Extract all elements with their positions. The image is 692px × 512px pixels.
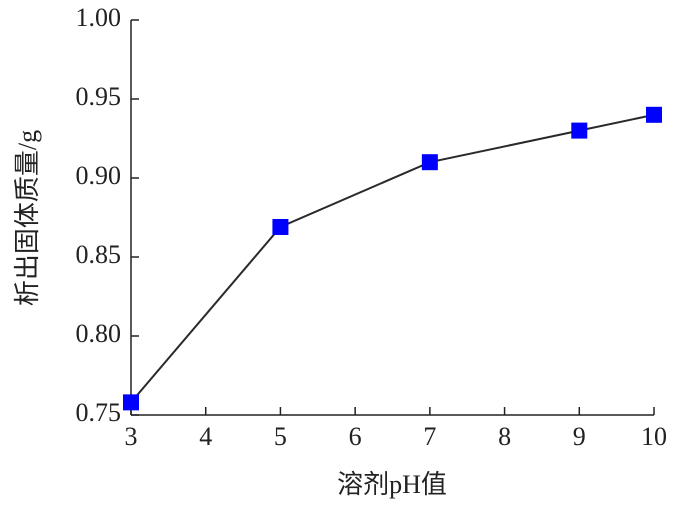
series-line [130,113,655,404]
data-point [421,154,438,171]
y-tick-label: 0.90 [76,161,122,190]
data-point [571,122,588,139]
x-tick-label: 5 [274,422,287,451]
x-tick-label: 6 [349,422,362,451]
y-axis-label: 析出固体质量/g [13,130,42,306]
x-tick-label: 9 [573,422,586,451]
x-axis-label: 溶剂pH值 [337,470,447,499]
y-tick-label: 0.95 [76,82,122,111]
y-tick-label: 0.75 [76,398,122,427]
y-tick-label: 0.85 [76,240,122,269]
y-tick-label: 0.80 [76,319,122,348]
x-tick-label: 8 [498,422,511,451]
data-point [123,394,139,411]
x-tick-label: 3 [125,422,138,451]
x-tick-label: 7 [423,422,436,451]
y-tick-label: 1.00 [76,3,122,32]
x-tick-label: 10 [641,422,667,451]
x-tick-label: 4 [199,422,212,451]
data-point [272,218,289,235]
data-point [646,106,662,123]
